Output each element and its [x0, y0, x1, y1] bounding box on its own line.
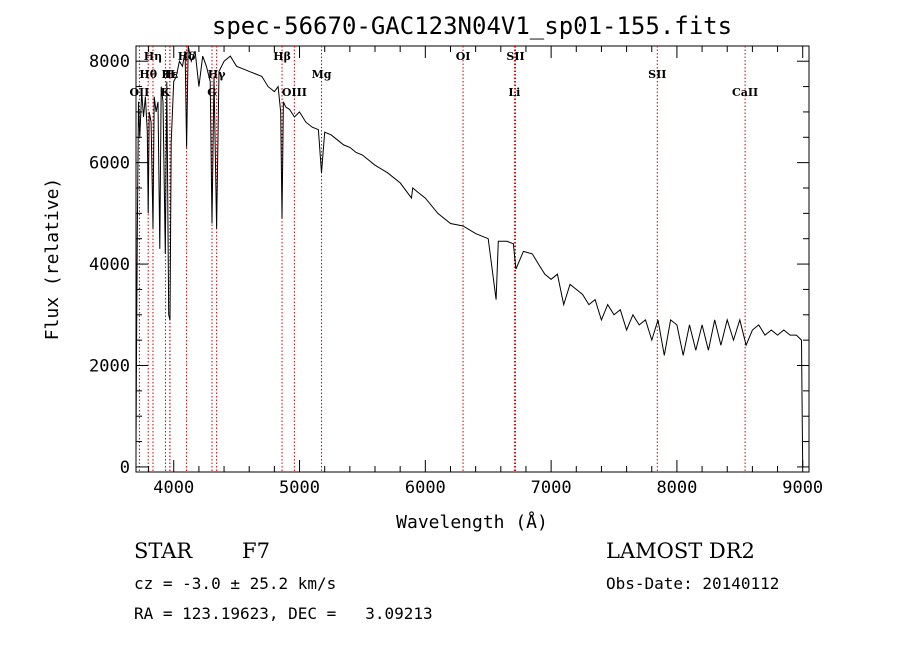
x-tick-label-2: 6000 [405, 478, 446, 498]
y-tick-label-1: 2000 [89, 357, 130, 377]
y-tick-label-3: 6000 [89, 154, 130, 174]
line-label-5: Hε [161, 68, 178, 81]
coordinates-text: RA = 123.19623, DEC = 3.09213 [134, 604, 433, 623]
redshift-text: cz = -3.0 ± 25.2 km/s [134, 574, 337, 593]
x-tick-label-0: 4000 [153, 478, 194, 498]
y-tick-label-4: 8000 [89, 52, 130, 72]
observation-date: Obs-Date: 20140112 [606, 574, 780, 593]
line-label-11: Mg [312, 68, 332, 81]
line-label-13: SII [506, 50, 524, 63]
line-label-12: OI [456, 50, 471, 63]
line-label-14: Li [508, 86, 520, 99]
line-label-16: CaII [732, 86, 758, 99]
line-label-8: G [207, 86, 216, 99]
line-label-9: Hβ [273, 50, 291, 63]
axis-ticks: 4000 5000 6000 7000 8000 9000 0 2000 4000 6000 800… [89, 46, 823, 498]
line-label-3: K [161, 86, 171, 99]
x-tick-label-5: 9000 [782, 478, 823, 498]
line-label-2: OII [129, 86, 149, 99]
y-tick-label-0: 0 [120, 458, 130, 478]
x-tick-label-1: 5000 [279, 478, 320, 498]
line-label-1: Hθ [139, 68, 157, 81]
chart-title: spec-56670-GAC123N04V1_sp01-155.fits [212, 12, 732, 40]
y-axis-label: Flux (relative) [42, 178, 63, 341]
spectrum-series-line [135, 45, 804, 467]
object-class: STAR [134, 539, 193, 563]
object-subclass: F7 [242, 539, 270, 563]
plot-frame [135, 45, 810, 473]
survey-name: LAMOST DR2 [606, 539, 755, 563]
line-label-7: Hγ [208, 68, 226, 81]
line-label-15: SII [648, 68, 666, 81]
x-tick-label-3: 7000 [531, 478, 572, 498]
y-tick-label-2: 4000 [89, 255, 130, 275]
x-axis-label: Wavelength (Å) [396, 511, 548, 533]
x-tick-label-4: 8000 [656, 478, 697, 498]
line-label-10: OIII [282, 86, 307, 99]
